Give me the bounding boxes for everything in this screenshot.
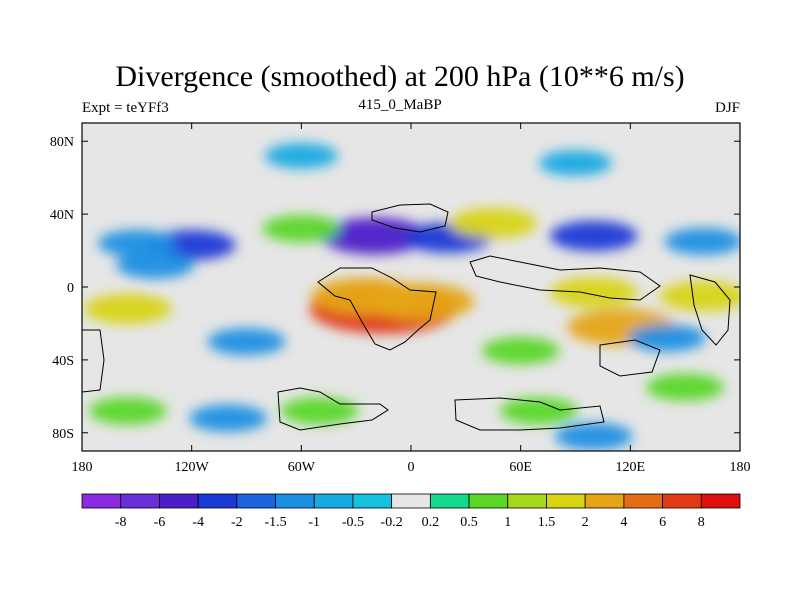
colorbar-label: -1: [308, 515, 320, 530]
colorbar-swatch: [159, 493, 199, 509]
contour-blob-16: [207, 328, 286, 356]
contour-blob-23: [189, 404, 268, 432]
colorbar: -8 -6 -4 -2 -1.5 -1 -0.5 -0.2 0.2 0.5 1 1.5 2 4 6 8: [81, 493, 741, 530]
colorbar-swatch: [584, 493, 625, 509]
antarctica-coastline: [277, 387, 389, 431]
colorbar-swatch: [662, 493, 702, 509]
colorbar-label: -0.2: [381, 515, 403, 530]
contour-blob-26: [539, 150, 612, 176]
africa-coastline: [317, 267, 437, 351]
season-label: DJF: [714, 100, 740, 116]
western-coastline: [82, 329, 105, 393]
colorbar-swatch: [623, 493, 663, 509]
colorbar-swatch: [391, 493, 431, 509]
contour-blob-13: [659, 280, 740, 312]
colorbar-swatch: [429, 493, 470, 509]
colorbar-label: -1.5: [264, 515, 286, 530]
x-tick-label: 60E: [509, 460, 532, 475]
contour-blob-4: [549, 220, 638, 252]
colorbar-swatch: [700, 493, 741, 509]
contour-blob-5: [664, 227, 740, 256]
x-tick-label: 180: [730, 460, 751, 475]
australia-coastline: [599, 339, 661, 377]
colorbar-swatch: [546, 493, 586, 509]
contour-blob-11: [366, 283, 475, 320]
colorbar-swatch: [507, 493, 547, 509]
contour-blob-12: [549, 277, 638, 308]
contour-blob-6: [449, 208, 538, 239]
y-tick-label: 80N: [50, 135, 74, 150]
europe-coastline: [371, 203, 449, 233]
x-tick-label: 0: [408, 460, 415, 475]
colorbar-swatch: [236, 493, 276, 509]
colorbar-label: -2: [231, 515, 243, 530]
y-tick-label: 40S: [52, 354, 74, 369]
contour-blob-19: [88, 397, 167, 425]
colorbar-label: -4: [192, 515, 204, 530]
experiment-label: Expt = teYFf3: [82, 100, 169, 116]
colorbar-swatch: [352, 493, 393, 509]
contour-blob-22: [646, 373, 725, 401]
colorbar-swatch: [120, 493, 160, 509]
contour-blob-25: [264, 143, 338, 169]
x-tick-label: 180: [72, 460, 93, 475]
x-tick-label: 60W: [288, 460, 316, 475]
colorbar-label: 4: [620, 515, 627, 530]
colorbar-swatch: [81, 493, 122, 509]
contour-blob-8: [116, 251, 195, 279]
colorbar-label: 2: [582, 515, 589, 530]
contour-blob-2: [320, 217, 429, 255]
colorbar-swatch: [313, 493, 354, 509]
y-tick-label: 80S: [52, 427, 74, 442]
contour-blob-21: [499, 397, 578, 425]
period-label: 415_0_MaBP: [358, 97, 442, 113]
contour-blob-14: [83, 293, 172, 325]
colorbar-label: 0.2: [422, 515, 440, 530]
colorbar-label: 6: [659, 515, 666, 530]
axes: 180 120W 60W 0 60E 120E 180 80N 40N 0 40S 80S: [50, 123, 751, 475]
colorbar-swatch: [275, 493, 315, 509]
colorbar-swatch: [197, 493, 238, 509]
colorbar-label: -8: [115, 515, 127, 530]
southern-ocean-land: [454, 397, 605, 431]
contour-blob-20: [280, 397, 359, 425]
y-tick-label: 40N: [50, 208, 74, 223]
contour-blob-24: [554, 422, 633, 451]
contour-field: [83, 143, 740, 451]
x-tick-label: 120W: [175, 460, 210, 475]
south-america-coastline: [689, 274, 731, 346]
x-tick-label: 120E: [616, 460, 646, 475]
chart-title: Divergence (smoothed) at 200 hPa (10**6 …: [115, 60, 685, 93]
coastlines: [82, 203, 731, 431]
asia-coastline: [469, 255, 661, 301]
contour-blob-17: [481, 337, 560, 365]
colorbar-label: -0.5: [342, 515, 364, 530]
y-tick-label: 0: [67, 281, 74, 296]
colorbar-label: -6: [154, 515, 166, 530]
colorbar-label: 8: [698, 515, 705, 530]
colorbar-label: 1: [504, 515, 511, 530]
contour-blob-7: [262, 215, 341, 243]
colorbar-label: 0.5: [460, 515, 478, 530]
contour-blob-18: [627, 324, 706, 352]
colorbar-label: 1.5: [538, 515, 556, 530]
colorbar-swatch: [468, 493, 509, 509]
contour-blob-1: [97, 229, 176, 257]
